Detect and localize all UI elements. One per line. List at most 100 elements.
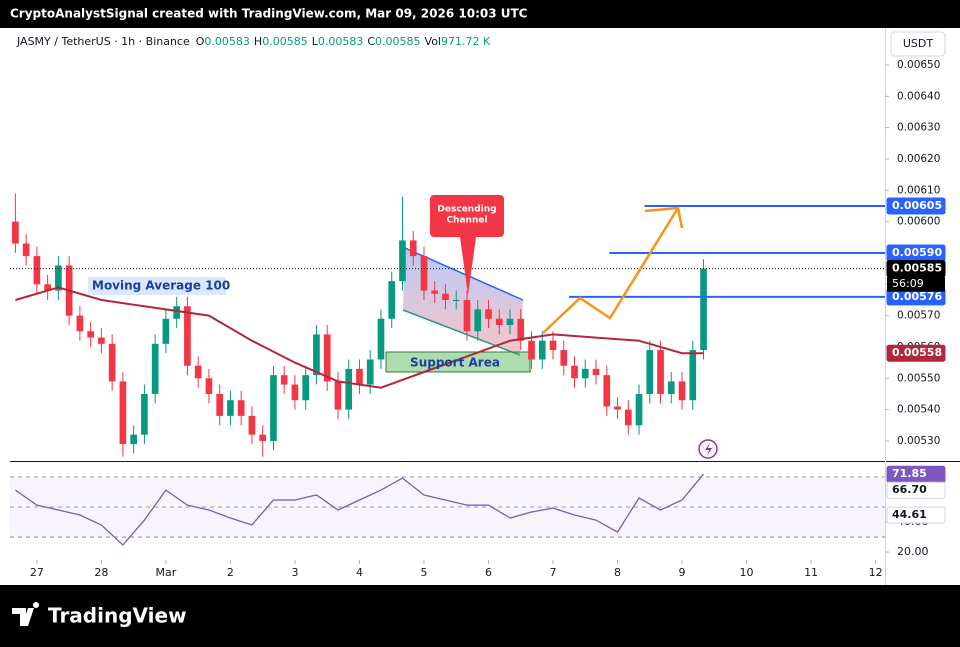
- projection-arrow: [542, 207, 680, 334]
- ohlc-key: O: [196, 35, 205, 48]
- candle-body: [700, 268, 707, 351]
- logo-text: TradingView: [48, 604, 187, 628]
- candle-body: [603, 375, 611, 407]
- candle-body: [560, 350, 568, 366]
- price-badge: [886, 506, 946, 524]
- moving-average: [15, 286, 704, 389]
- x-tick-label: 2: [227, 566, 234, 579]
- x-tick-label: 7: [550, 566, 557, 579]
- candle-body: [624, 409, 632, 426]
- candle-body: [581, 368, 589, 379]
- x-tick-label: 5: [420, 566, 427, 579]
- candle-body: [291, 384, 299, 401]
- ohlc-value: 0.00583: [204, 35, 250, 48]
- candle-body: [22, 243, 30, 257]
- candle-body: [194, 365, 202, 379]
- price-badge-label: 44.61: [892, 508, 927, 521]
- price-badge-label: 0.00590: [892, 246, 942, 259]
- candle-body: [108, 343, 116, 382]
- candle-body: [667, 381, 675, 394]
- candle-body: [205, 378, 213, 394]
- candle-body: [33, 256, 41, 285]
- candle-body: [420, 256, 428, 291]
- price-badge: [886, 481, 946, 499]
- candle-body: [44, 284, 51, 291]
- support-label: Support Area: [410, 356, 500, 370]
- y-tick-label: 0.00610: [897, 184, 940, 196]
- price-badge-label: 0.00576: [892, 290, 942, 303]
- candle-body: [442, 293, 449, 300]
- y-tick-label: 0.00620: [897, 153, 940, 165]
- ohlc-key: H: [254, 35, 262, 48]
- ohlc-value: 0.00583: [318, 35, 364, 48]
- ohlc-key: C: [367, 35, 375, 48]
- header-bar: [0, 0, 960, 28]
- y-tick-label: 20.00: [897, 545, 929, 558]
- y-tick-label: 0.00630: [897, 122, 940, 134]
- y-tick-label: 0.00530: [897, 435, 940, 447]
- candle-body: [463, 299, 471, 332]
- y-tick-label: 0.00650: [897, 59, 940, 71]
- callout-line: Descending: [437, 205, 496, 215]
- price-badge-label: 71.85: [892, 467, 927, 480]
- candle-body: [141, 393, 148, 435]
- x-tick-label: 11: [804, 566, 818, 579]
- candle-body: [377, 318, 385, 360]
- candle-body: [635, 393, 643, 426]
- candle-body: [313, 334, 320, 376]
- x-tick-label: 10: [740, 566, 754, 579]
- footer-logo: TradingView: [12, 602, 187, 628]
- channel-bottom: [402, 309, 521, 356]
- candle-body: [184, 306, 191, 366]
- candle-body: [173, 306, 180, 319]
- candle-body: [431, 290, 439, 294]
- candle-body: [646, 350, 654, 394]
- candle-body: [549, 340, 557, 351]
- candle-body: [55, 265, 62, 291]
- drawings-over: Descending Channel Support Area Moving A…: [88, 195, 718, 459]
- price-badge-label: 0.00605: [892, 199, 942, 212]
- candle-body: [388, 281, 396, 319]
- x-tick-label: Mar: [156, 566, 177, 579]
- x-tick-label: 12: [869, 566, 883, 579]
- candle-body: [538, 340, 546, 360]
- candle-body: [76, 315, 84, 332]
- x-tick-label: 9: [679, 566, 686, 579]
- y-tick-label: 0.00550: [897, 372, 940, 384]
- support-area: [385, 351, 531, 373]
- x-tick-label: 8: [614, 566, 621, 579]
- symbol: JASMY / TetherUS · 1h · Binance: [16, 35, 190, 48]
- candle-body: [399, 240, 406, 282]
- candle-body: [151, 343, 159, 394]
- price-badge-label: 0.00585: [892, 262, 942, 275]
- currency-button[interactable]: [890, 31, 946, 57]
- candle-body: [87, 331, 94, 338]
- callout: [430, 195, 504, 295]
- footer-bar: [0, 585, 960, 647]
- candle-body: [452, 299, 460, 301]
- vol-key: Vol: [425, 35, 441, 48]
- candle-body: [614, 406, 621, 410]
- price-badge-label: 66.70: [892, 483, 927, 496]
- price-badge: [886, 344, 946, 362]
- x-tick-label: 4: [356, 566, 363, 579]
- candle-body: [237, 400, 245, 416]
- candle-body: [280, 375, 288, 385]
- alert-icon[interactable]: [698, 439, 718, 459]
- candle-body: [12, 221, 19, 244]
- candle-body: [98, 337, 105, 344]
- candle-body: [248, 415, 256, 435]
- rsi-line: [15, 473, 704, 546]
- currency-label[interactable]: USDT: [903, 37, 934, 50]
- candle-body: [689, 350, 697, 401]
- candle-body: [216, 393, 224, 416]
- candle-body: [495, 318, 503, 326]
- channel-fill: [403, 248, 523, 355]
- axes: USDT 0.005300.005400.005500.005600.00570…: [30, 31, 946, 579]
- price-badge: [886, 197, 946, 215]
- price-badge-label: 0.00558: [892, 346, 942, 359]
- y-tick-label: 0.00600: [897, 216, 940, 228]
- candle-body: [485, 309, 492, 319]
- ohlc-value: 0.00585: [375, 35, 421, 48]
- alert-bolt: [705, 443, 712, 456]
